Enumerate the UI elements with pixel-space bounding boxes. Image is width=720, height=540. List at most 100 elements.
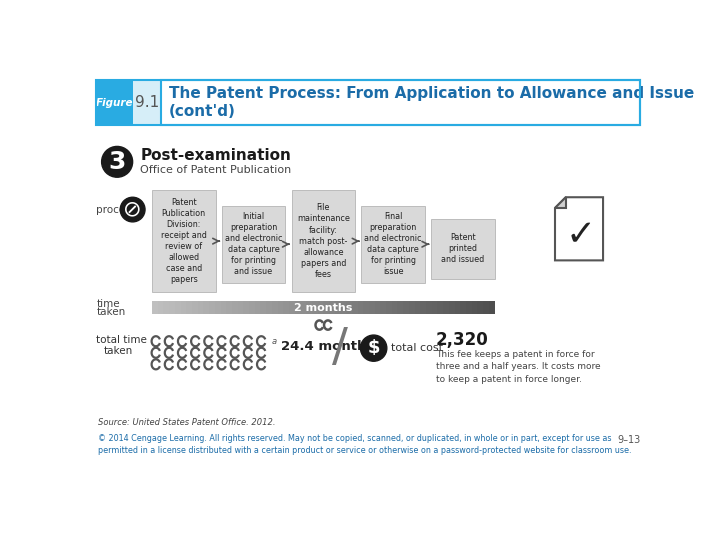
Bar [346,301,352,314]
Bar [420,301,426,314]
Circle shape [361,335,387,361]
Text: Initial
preparation
and electronic
data capture
for printing
and issue: Initial preparation and electronic data … [225,212,282,276]
Text: a: a [271,337,276,346]
Bar [361,206,425,283]
Text: 2 months: 2 months [294,303,353,313]
Bar [432,301,438,314]
Text: Patent
Publication
Division:
receipt and
review of
allowed
case and
papers: Patent Publication Division: receipt and… [161,198,207,285]
Bar [489,301,495,314]
Text: total time: total time [96,335,147,346]
Bar [409,301,415,314]
Bar [472,301,478,314]
Text: This fee keeps a patent in force for
three and a half years. It costs more
to ke: This fee keeps a patent in force for thr… [436,350,600,384]
Bar [96,80,640,125]
Bar [220,301,227,314]
Bar [249,301,255,314]
Text: 3: 3 [109,150,126,174]
Bar [341,301,346,314]
Bar [243,301,249,314]
Bar [329,301,335,314]
Bar [352,301,358,314]
Text: ✓: ✓ [565,218,595,252]
Bar [161,80,640,125]
Bar [358,301,364,314]
Bar [403,301,409,314]
Bar [163,301,169,314]
Text: File
maintenance
facility:
match post-
allowance
papers and
fees: File maintenance facility: match post- a… [297,204,350,279]
Text: $: $ [367,339,380,357]
Bar [272,301,278,314]
Bar [300,301,307,314]
Bar [283,301,289,314]
Text: 2,320: 2,320 [436,332,488,349]
Polygon shape [555,197,603,260]
Text: Post-examination: Post-examination [140,148,292,163]
Bar [232,301,238,314]
Bar [460,301,467,314]
Bar [152,190,215,292]
Bar [449,301,455,314]
Bar [289,301,295,314]
Text: © 2014 Cengage Learning. All rights reserved. May not be copied, scanned, or dup: © 2014 Cengage Learning. All rights rese… [98,434,631,455]
Bar [306,301,312,314]
Bar [438,301,444,314]
Bar [477,301,484,314]
Bar [323,301,329,314]
Bar [158,301,164,314]
Text: taken: taken [96,307,125,317]
Text: process: process [96,205,137,214]
Bar [238,301,244,314]
Bar [175,301,181,314]
Bar [226,301,233,314]
Bar [318,301,324,314]
Bar [203,301,210,314]
Bar [96,80,133,125]
Bar [152,301,158,314]
Polygon shape [555,197,566,208]
Bar [466,301,472,314]
Text: Source: United States Patent Office. 2012.: Source: United States Patent Office. 201… [98,418,275,427]
Bar [198,301,204,314]
Bar [426,301,432,314]
Bar [169,301,175,314]
Text: 9–13: 9–13 [617,435,640,445]
Text: Figure: Figure [96,98,133,107]
Circle shape [102,146,132,177]
Circle shape [120,197,145,222]
Text: time: time [96,299,120,309]
Text: Office of Patent Publication: Office of Patent Publication [140,165,292,174]
Text: ⊘: ⊘ [123,200,142,220]
Bar [186,301,192,314]
Bar [133,80,161,125]
Bar [386,301,392,314]
Bar [222,206,285,283]
Bar [292,190,355,292]
Bar [369,301,375,314]
Bar [392,301,398,314]
Text: Final
preparation
and electronic
data capture
for printing
issue: Final preparation and electronic data ca… [364,212,422,276]
Bar [363,301,369,314]
Text: /: / [332,326,348,370]
Bar [312,301,318,314]
Bar [261,301,266,314]
Text: Patent
printed
and issued: Patent printed and issued [441,233,485,265]
Bar [255,301,261,314]
Text: total cost: total cost [391,343,443,353]
Text: (cont'd): (cont'd) [169,104,236,118]
Bar [278,301,284,314]
Bar [483,301,489,314]
Bar [444,301,449,314]
Text: taken: taken [104,346,133,356]
Bar [181,301,186,314]
Bar [397,301,404,314]
Bar [215,301,221,314]
Bar [374,301,381,314]
Bar [335,301,341,314]
Text: The Patent Process: From Application to Allowance and Issue: The Patent Process: From Application to … [169,86,694,101]
Bar [294,301,301,314]
Bar [192,301,198,314]
Bar [380,301,387,314]
Text: 9.1: 9.1 [135,95,159,110]
Bar [415,301,420,314]
Bar [431,219,495,279]
